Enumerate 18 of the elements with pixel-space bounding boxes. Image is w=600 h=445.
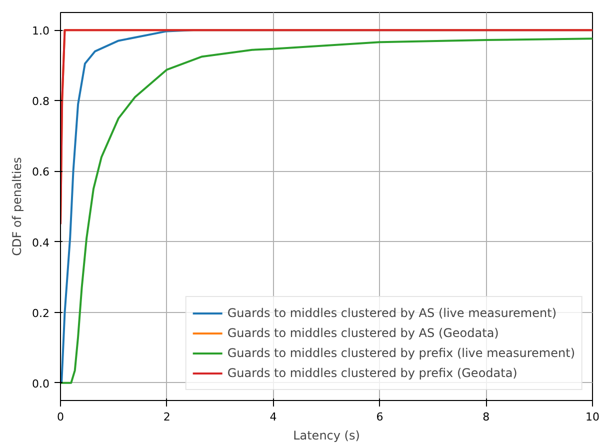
x-axis-title: Latency (s)	[293, 428, 360, 442]
legend-label: Guards to middles clustered by prefix (live measurement)	[227, 346, 575, 360]
x-tick-label: 10	[586, 410, 600, 424]
legend-label: Guards to middles clustered by prefix (Geodata)	[227, 366, 518, 380]
y-tick-label: 0.2	[32, 306, 50, 320]
x-tick-label: 2	[163, 410, 170, 424]
x-tick-label: 8	[482, 410, 490, 424]
x-tick-label: 6	[376, 410, 384, 424]
y-tick-label: 0.6	[32, 166, 50, 179]
y-axis-title: CDF of penalties	[10, 157, 24, 256]
x-tick-label: 4	[270, 410, 277, 424]
y-tick-label: 1.0	[32, 24, 50, 38]
y-tick-label: 0.4	[32, 236, 50, 250]
y-tick-label: 0.8	[32, 95, 50, 108]
y-tick-label: 0.0	[32, 377, 50, 390]
legend-label: Guards to middles clustered by AS (Geodata)	[227, 326, 499, 340]
legend-label: Guards to middles clustered by AS (live measurement)	[227, 306, 556, 320]
x-tick-label: 0	[57, 410, 64, 424]
